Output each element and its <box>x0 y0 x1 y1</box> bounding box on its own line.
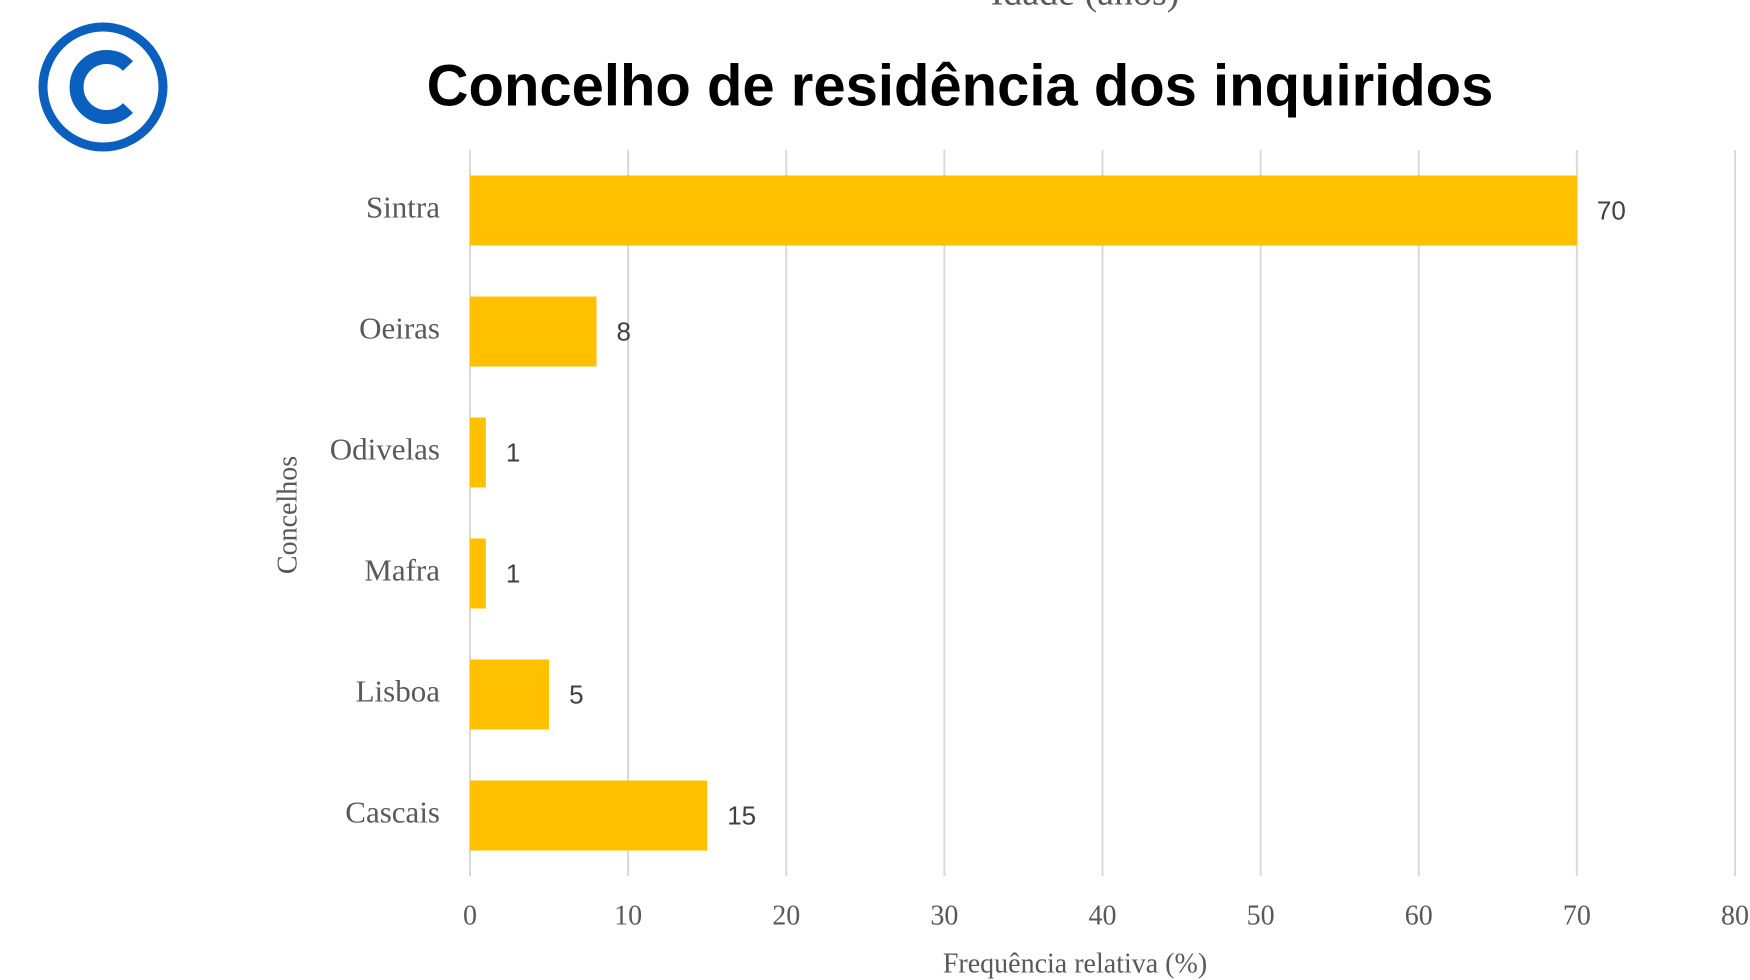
x-tick-label: 20 <box>772 900 800 931</box>
x-tick-label: 30 <box>930 900 958 931</box>
y-tick-label: Sintra <box>366 190 440 225</box>
x-tick-label: 70 <box>1563 900 1591 931</box>
x-tick-label: 60 <box>1405 900 1433 931</box>
logo-c <box>69 50 133 124</box>
x-tick-label: 40 <box>1089 900 1117 931</box>
bar <box>470 780 708 851</box>
y-tick-label: Lisboa <box>356 674 441 709</box>
bar <box>470 538 486 609</box>
data-label: 5 <box>569 679 583 709</box>
y-tick-label: Cascais <box>345 795 440 830</box>
logo-ring <box>38 22 168 152</box>
data-label: 1 <box>506 558 520 588</box>
x-tick-label: 10 <box>614 900 642 931</box>
y-tick-label: Oeiras <box>359 311 440 346</box>
cut-off-header: Idade (anos) <box>991 0 1180 14</box>
data-label: 70 <box>1597 195 1626 225</box>
x-tick-label: 50 <box>1247 900 1275 931</box>
y-tick-label: Odivelas <box>330 432 440 467</box>
y-axis-label: Concelhos <box>272 456 303 574</box>
data-label: 8 <box>617 316 631 346</box>
logo <box>38 22 168 152</box>
x-axis-label: Frequência relativa (%) <box>943 948 1207 979</box>
x-tick-label: 0 <box>463 900 477 931</box>
x-tick-label: 80 <box>1721 900 1749 931</box>
y-tick-label: Mafra <box>364 553 440 588</box>
bar <box>470 175 1577 246</box>
data-label: 15 <box>727 800 756 830</box>
bar <box>470 296 597 367</box>
bar <box>470 659 550 730</box>
data-label: 1 <box>506 437 520 467</box>
bar <box>470 417 486 488</box>
chart-title: Concelho de residência dos inquiridos <box>427 53 1494 118</box>
